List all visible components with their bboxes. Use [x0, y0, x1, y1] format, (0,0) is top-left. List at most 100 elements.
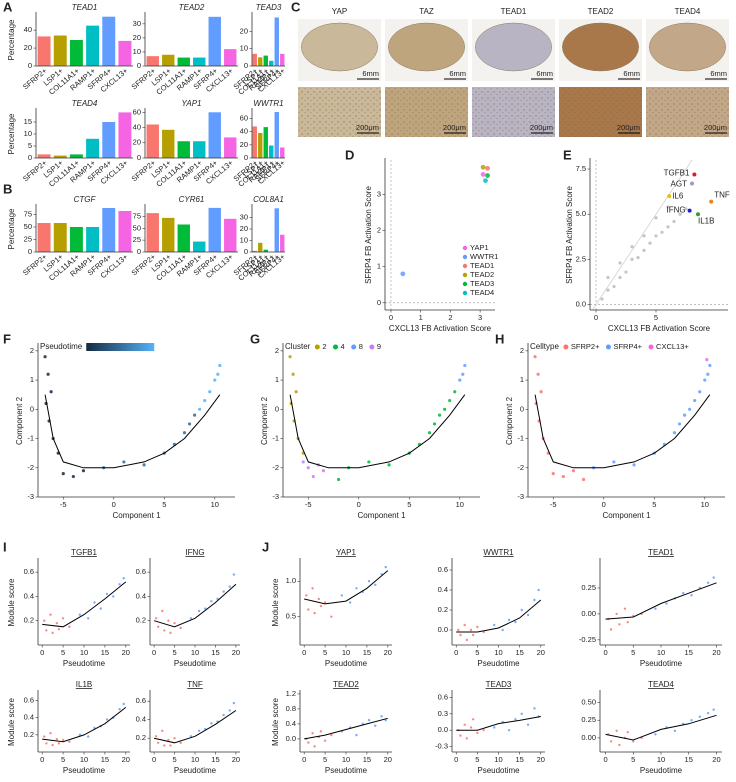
diagonal-line: [592, 159, 693, 311]
bar: [258, 57, 263, 66]
x-axis-label: Pseudotime: [174, 766, 217, 775]
y-tick-label: -0.25: [579, 635, 596, 644]
point: [311, 732, 314, 735]
x-axis-label: Pseudotime: [477, 766, 520, 775]
panel-label: H: [495, 331, 504, 346]
point: [78, 613, 82, 616]
bar: [37, 36, 51, 66]
image-title: TAZ: [419, 7, 434, 16]
y-tick-label: 1: [377, 262, 381, 271]
chart-title: YAP1: [336, 548, 356, 557]
point: [43, 735, 46, 738]
highlight-point: [690, 181, 694, 186]
point: [571, 469, 576, 473]
y-tick-label: 0.0: [576, 300, 586, 309]
bar: [37, 223, 51, 252]
point: [476, 731, 479, 735]
x-tick-label: 20: [122, 648, 130, 657]
point: [340, 594, 344, 597]
x-tick-label: 20: [384, 648, 392, 657]
bar: [53, 35, 67, 66]
chart-title: TNF: [187, 680, 203, 689]
x-tick-label: 5: [631, 648, 635, 657]
x-tick-label: 5: [475, 648, 479, 657]
point: [612, 460, 616, 464]
point: [198, 407, 202, 411]
x-tick-label: -5: [550, 500, 557, 509]
x-tick-label: 5: [475, 755, 479, 764]
x-tick-label: 2: [448, 313, 452, 322]
point-label: TNF: [714, 191, 730, 200]
legend-label: 8: [359, 342, 363, 351]
point: [660, 230, 664, 234]
y-axis-label: Module score: [7, 697, 16, 746]
legend-label: WWTR1: [470, 252, 498, 261]
bar: [37, 154, 51, 158]
x-tick-label: 15: [685, 648, 693, 657]
point: [533, 707, 536, 710]
point: [483, 178, 488, 184]
x-tick-label: 3: [478, 313, 482, 322]
x-tick-label: 0: [454, 755, 458, 764]
point: [551, 472, 555, 476]
legend-swatch: [351, 344, 357, 350]
tissue-section: [301, 22, 378, 72]
point: [636, 255, 640, 260]
point: [161, 729, 164, 732]
x-tick-label: 0: [302, 648, 306, 657]
point: [493, 726, 496, 729]
point: [469, 628, 473, 632]
y-tick-label: 2: [30, 346, 34, 355]
bar: [146, 213, 159, 252]
y-tick-label: 2: [275, 346, 279, 355]
point: [507, 728, 511, 732]
bar: [193, 141, 206, 158]
y-tick-label: 1: [520, 375, 524, 384]
point: [367, 580, 371, 583]
y-tick-label: 30: [240, 212, 248, 221]
bar: [102, 16, 116, 66]
point: [374, 724, 377, 727]
scale-label: 200μm: [530, 123, 553, 132]
y-tick-label: 0.4: [438, 585, 448, 594]
point: [210, 600, 213, 603]
y-tick-label: 0.2: [136, 616, 146, 625]
point: [355, 733, 358, 737]
highlight-point: [667, 194, 672, 199]
chart-title: TEAD3: [486, 680, 512, 689]
point-label: IL6: [672, 191, 684, 200]
point: [630, 245, 634, 249]
point: [163, 629, 166, 632]
point: [480, 164, 486, 170]
legend-label: TEAD3: [470, 279, 494, 288]
point: [99, 607, 102, 610]
point: [712, 708, 715, 711]
y-tick-label: 0.4: [24, 713, 34, 722]
point: [448, 398, 452, 403]
point: [612, 284, 616, 289]
point: [187, 422, 192, 426]
tissue-section: [562, 22, 639, 72]
x-axis-label: Pseudotime: [640, 659, 683, 668]
legend-label: SFRP2+: [571, 342, 600, 351]
panel-label: B: [3, 181, 12, 196]
point: [156, 625, 160, 628]
point: [665, 602, 668, 605]
point: [682, 413, 687, 417]
point: [457, 628, 460, 632]
x-tick-label: 15: [515, 755, 523, 764]
point: [648, 241, 652, 245]
y-tick-label: -2: [272, 463, 279, 472]
scale-label: 6mm: [362, 69, 379, 78]
point: [673, 729, 677, 733]
point: [672, 219, 676, 224]
legend-label: YAP1: [470, 243, 489, 252]
y-tick-label: 20: [133, 138, 141, 147]
image-title: TEAD4: [675, 7, 701, 16]
y-axis-label: Module score: [7, 578, 16, 627]
legend-swatch: [462, 263, 468, 269]
x-axis-label: CXCL13 FB Activation Score: [608, 324, 711, 333]
point: [618, 623, 621, 626]
legend-label: TEAD1: [470, 261, 494, 270]
legend-swatch: [462, 272, 468, 278]
